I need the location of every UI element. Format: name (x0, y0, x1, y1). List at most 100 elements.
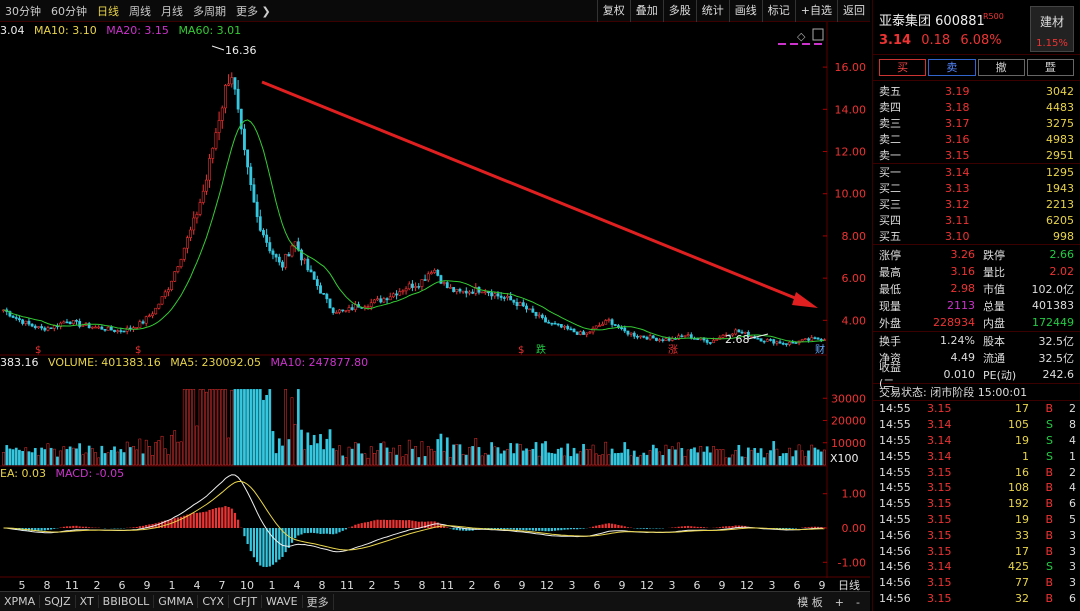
buy-button[interactable]: 买 (879, 59, 927, 76)
stat-row: 收益(二 0.010 PE(动) 242.6 (873, 361, 1080, 390)
ma5-value: 3.04 (0, 24, 25, 37)
volume-bar (689, 448, 693, 466)
overlay-button[interactable]: 叠加 (629, 0, 663, 22)
candle-body (613, 324, 617, 326)
candle-body (686, 334, 690, 337)
tick-p: 3.15 (927, 591, 952, 605)
bid-label: 买三 (879, 198, 901, 211)
period-tab-multi[interactable]: 多周期 (193, 4, 226, 18)
tick-v: 32 (1015, 591, 1029, 605)
candle-body (81, 325, 85, 327)
tick-n: 5 (1069, 512, 1076, 526)
event-marker: $ (135, 345, 141, 356)
volume-bar (27, 451, 31, 466)
volume-bar (325, 438, 329, 466)
candle-body (712, 339, 715, 343)
candle-body (759, 338, 763, 342)
stat-row: 外盘 228934 内盘 172449 (873, 314, 1080, 331)
period-tab-60min[interactable]: 60分钟 (51, 4, 87, 18)
volume-bar (357, 443, 360, 466)
mark-button[interactable]: 标记 (761, 0, 795, 22)
volume-bar (785, 453, 788, 466)
volume-bar (483, 453, 487, 466)
volume-bar (331, 448, 335, 466)
add-watchlist-button[interactable]: +自选 (794, 0, 837, 22)
cancel-order-button[interactable]: 撤 (977, 59, 1025, 76)
volume-bar (604, 441, 608, 466)
price-change-pct: 6.08% (960, 33, 1002, 48)
candle-body (807, 338, 810, 341)
volume-bar (575, 453, 579, 466)
candle-body (157, 303, 161, 309)
candle-body (71, 320, 75, 325)
chart-tools: 复权 叠加 多股 统计 画线 标记 +自选 返回 (596, 0, 870, 22)
volume-bar (677, 442, 680, 466)
tick-s: S (1046, 418, 1053, 432)
sell-button[interactable]: 卖 (928, 59, 976, 76)
period-tab-more[interactable]: 更多 ❯ (236, 4, 271, 18)
candle-body (661, 339, 665, 341)
volume-bar (97, 457, 101, 466)
volume-bar (334, 450, 338, 466)
zoom-in-button[interactable]: + (834, 595, 845, 609)
volume-bar (781, 453, 785, 466)
tab-sqjz[interactable]: SQJZ (40, 595, 76, 608)
zoom-out-button[interactable]: - (856, 595, 860, 609)
volume-bar (407, 439, 411, 466)
stock-title: 亚泰集团 600881 (879, 10, 985, 29)
candle-body (300, 249, 303, 261)
tab-wave[interactable]: WAVE (262, 595, 303, 608)
macd-value: MACD: -0.05 (55, 467, 125, 480)
volume-bar (696, 452, 700, 466)
period-tab-monthly[interactable]: 月线 (161, 4, 183, 18)
draw-line-button[interactable]: 画线 (728, 0, 762, 22)
volume-bar (141, 453, 145, 466)
tab-gmma[interactable]: GMMA (154, 595, 199, 608)
tick-list[interactable]: 14:55 3.15 17 B 2 14:55 3.14 105 S 8 14:55 3.14 19 S 4… (873, 401, 1080, 606)
volume-bar (537, 455, 541, 466)
tick-p: 3.14 (927, 418, 952, 432)
period-tab-weekly[interactable]: 周线 (129, 4, 151, 18)
volume-bar (249, 389, 253, 466)
stat-k2: 内盘 (983, 316, 1005, 330)
candle-body (550, 322, 554, 325)
candle-body (648, 335, 652, 340)
stat-k1: 现量 (879, 299, 901, 313)
candle-body (531, 308, 535, 313)
volume-bar (274, 453, 278, 466)
volume-bar (598, 455, 601, 466)
period-tab-30min[interactable]: 30分钟 (5, 4, 41, 18)
tab-xt[interactable]: XT (76, 595, 99, 608)
multi-stock-button[interactable]: 多股 (662, 0, 696, 22)
sector-badge[interactable]: 建材 1.15% (1030, 6, 1074, 52)
low-annotation: 2.68 (725, 333, 750, 346)
tick-p: 3.14 (927, 560, 952, 574)
volume-bar (81, 454, 85, 466)
tab-more[interactable]: 更多 (303, 593, 334, 610)
tab-bbiboll[interactable]: BBIBOLL (99, 595, 155, 608)
volume-bar (2, 452, 5, 466)
adjust-button[interactable]: 复权 (596, 0, 630, 22)
candle-body (75, 320, 78, 322)
back-button[interactable]: 返回 (837, 0, 870, 22)
tab-xpma[interactable]: XPMA (0, 595, 41, 608)
template-button[interactable]: 模 板 (797, 596, 823, 609)
volume-bar (515, 443, 519, 466)
candle-body (677, 335, 681, 340)
volume-bar (116, 451, 120, 466)
bid-price: 3.14 (945, 165, 970, 179)
statistics-button[interactable]: 统计 (695, 0, 729, 22)
candle-body (40, 326, 44, 329)
tab-cyx[interactable]: CYX (198, 595, 230, 608)
period-tab-daily[interactable]: 日线 (97, 4, 119, 18)
tab-cfjt[interactable]: CFJT (229, 595, 263, 608)
volume-bar (778, 456, 782, 466)
tick-t: 14:56 (879, 528, 911, 542)
volume-bar (775, 448, 779, 466)
alert-button[interactable]: 暨 (1026, 59, 1074, 76)
volume-bar (255, 389, 259, 466)
macd-dea-line (3, 481, 825, 551)
quote-panel: 亚泰集团 600881 R500 3.14 0.18 6.08% 建材 1.15… (872, 0, 1080, 611)
candle-body (376, 298, 379, 301)
